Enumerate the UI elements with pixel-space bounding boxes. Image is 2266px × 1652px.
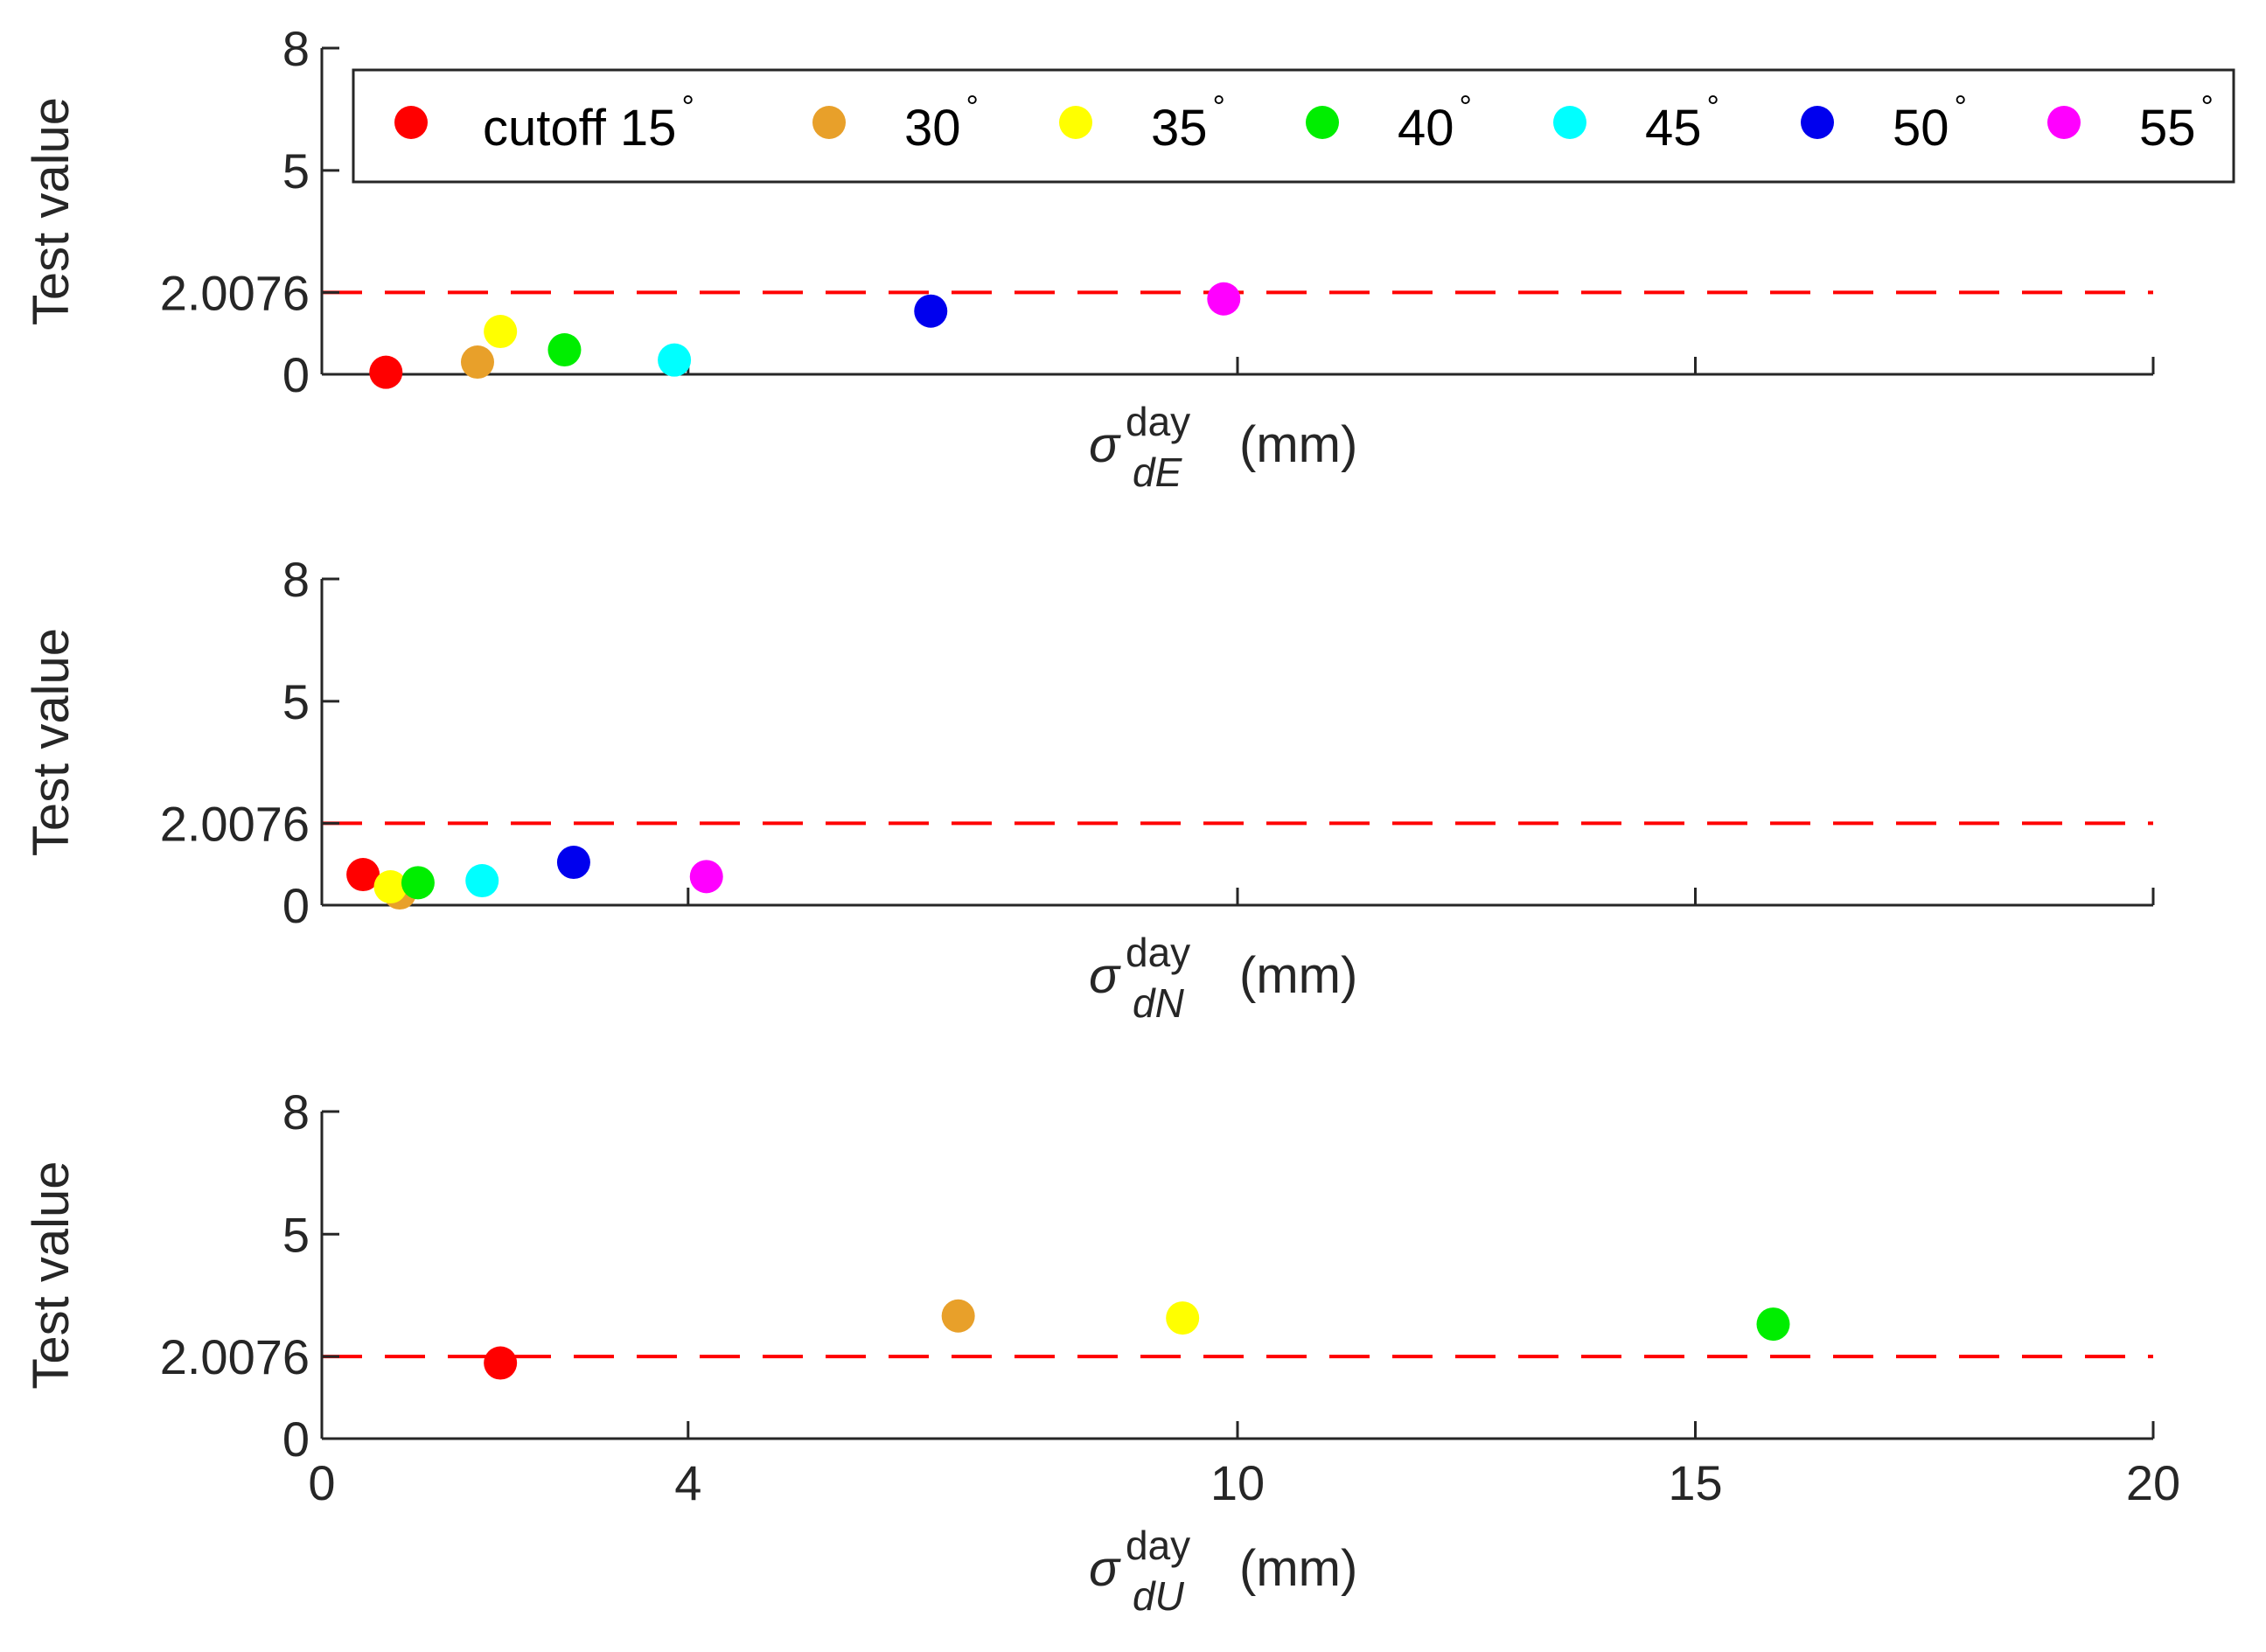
data-point-dU bbox=[941, 1299, 975, 1333]
legend-label: cutoff 15 bbox=[483, 100, 676, 157]
legend-marker bbox=[394, 106, 428, 139]
data-point-dU bbox=[1756, 1307, 1790, 1342]
y-tick-label: 5 bbox=[282, 143, 310, 199]
data-point-dN bbox=[556, 846, 590, 880]
y-axis-title: Test value bbox=[23, 97, 80, 325]
y-tick-label: 5 bbox=[282, 674, 310, 729]
legend-label: 50 bbox=[1893, 100, 1949, 157]
y-tick-label: 0 bbox=[282, 1412, 310, 1467]
data-point-dN bbox=[373, 870, 408, 904]
x-tick-label: 4 bbox=[674, 1455, 701, 1510]
legend-degree: ° bbox=[1460, 88, 1472, 124]
panel-dN: 0 2.0076 5 8 Test value σ day dN (mm) bbox=[23, 552, 2155, 1026]
x-axis-title-unit: (mm) bbox=[1239, 416, 1357, 473]
legend-label: 40 bbox=[1398, 100, 1454, 157]
legend-marker bbox=[1553, 106, 1586, 139]
x-axis-title-symbol: σ bbox=[1089, 947, 1121, 1004]
legend-entry: 30 ° bbox=[812, 88, 979, 157]
x-axis-title-sup: day bbox=[1126, 399, 1190, 444]
legend-degree: ° bbox=[1707, 88, 1719, 124]
y-tick-label: 0 bbox=[282, 347, 310, 402]
data-point-dE bbox=[1207, 282, 1241, 316]
x-axis-title-symbol: σ bbox=[1089, 1540, 1121, 1597]
x-axis-title-sub: dU bbox=[1133, 1573, 1185, 1619]
legend-marker bbox=[2047, 106, 2081, 139]
y-axis-title: Test value bbox=[23, 628, 80, 856]
data-point-dE bbox=[484, 315, 518, 349]
y-tick-label: 5 bbox=[282, 1207, 310, 1262]
data-point-dE bbox=[369, 355, 403, 389]
legend-marker bbox=[812, 106, 846, 139]
data-point-dE bbox=[658, 343, 692, 377]
panel-dU: 0 2.0076 5 8 0 4 10 15 20 Test value σ day dU (mm) bbox=[23, 1084, 2180, 1619]
data-point-dE bbox=[460, 345, 494, 380]
legend-box bbox=[352, 68, 2235, 184]
legend-degree: ° bbox=[2201, 88, 2214, 124]
legend-entry: 35 ° bbox=[1059, 88, 1225, 157]
legend-label: 30 bbox=[904, 100, 961, 157]
y-tick-label: 2.0076 bbox=[160, 796, 310, 851]
legend: cutoff 15 ° 30 ° 35 ° 40 ° 45 ° 50 ° 55 ° bbox=[352, 68, 2235, 184]
y-tick-label: 2.0076 bbox=[160, 1329, 310, 1384]
data-point-dN bbox=[346, 858, 380, 892]
x-tick-label: 10 bbox=[1210, 1455, 1265, 1510]
data-point-dN bbox=[401, 866, 435, 900]
y-tick-label: 0 bbox=[282, 878, 310, 933]
legend-label: 35 bbox=[1151, 100, 1208, 157]
x-axis-title-sup: day bbox=[1126, 930, 1190, 975]
x-axis-title-unit: (mm) bbox=[1239, 1540, 1357, 1597]
data-point-dU bbox=[1166, 1301, 1200, 1335]
y-axis-title: Test value bbox=[23, 1161, 80, 1389]
x-tick-label: 20 bbox=[2126, 1455, 2180, 1510]
legend-entry: 55 ° bbox=[2047, 88, 2214, 157]
legend-label: 45 bbox=[1645, 100, 1702, 157]
data-point-dU bbox=[484, 1346, 518, 1380]
x-tick-label: 0 bbox=[308, 1455, 335, 1510]
data-point-dN bbox=[465, 864, 499, 898]
x-axis-title-symbol: σ bbox=[1089, 416, 1121, 473]
legend-degree: ° bbox=[1955, 88, 1967, 124]
x-axis-title: σ day dU (mm) bbox=[1089, 1523, 1357, 1619]
y-tick-label: 8 bbox=[282, 21, 310, 76]
y-tick-label: 8 bbox=[282, 1084, 310, 1140]
legend-entry: 50 ° bbox=[1801, 88, 1967, 157]
data-point-dE bbox=[914, 294, 948, 328]
legend-marker bbox=[1306, 106, 1339, 139]
legend-marker bbox=[1801, 106, 1834, 139]
data-point-dN bbox=[689, 860, 723, 894]
legend-entry: cutoff 15 ° bbox=[394, 88, 694, 157]
panel-dE: 0 2.0076 5 8 Test value σ day dE (mm) bbox=[23, 21, 2155, 495]
y-tick-label: 2.0076 bbox=[160, 265, 310, 320]
legend-degree: ° bbox=[1213, 88, 1225, 124]
x-axis-title-unit: (mm) bbox=[1239, 947, 1357, 1004]
legend-degree: ° bbox=[966, 88, 979, 124]
x-axis-title-sup: day bbox=[1126, 1523, 1190, 1568]
legend-entry: 45 ° bbox=[1553, 88, 1719, 157]
y-tick-label: 8 bbox=[282, 552, 310, 607]
legend-label: 55 bbox=[2139, 100, 2196, 157]
legend-marker bbox=[1059, 106, 1092, 139]
x-axis-title-sub: dE bbox=[1133, 450, 1183, 495]
x-axis-title: σ day dE (mm) bbox=[1089, 399, 1357, 495]
legend-degree: ° bbox=[681, 88, 694, 124]
data-point-dE bbox=[547, 333, 582, 367]
legend-entry: 40 ° bbox=[1306, 88, 1472, 157]
x-axis-title-sub: dN bbox=[1133, 980, 1185, 1026]
x-axis-title: σ day dN (mm) bbox=[1089, 930, 1357, 1026]
x-tick-label: 15 bbox=[1668, 1455, 1722, 1510]
